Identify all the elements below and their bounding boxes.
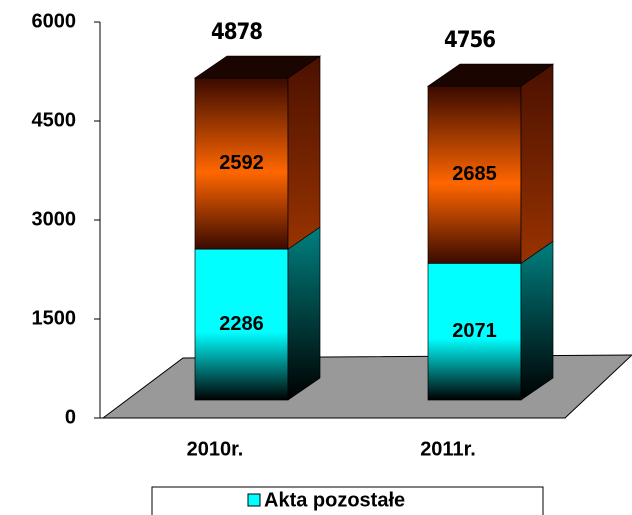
x-tick-label: 2010r. <box>187 438 244 460</box>
y-tick-label: 6000 <box>32 10 77 32</box>
legend-label: Akta pozostałe <box>264 489 405 511</box>
bar-front <box>194 248 289 401</box>
bar-top <box>426 63 555 87</box>
total-label: 4878 <box>211 20 262 45</box>
data-label: 2592 <box>219 152 264 174</box>
y-tick-label: 0 <box>65 406 76 428</box>
bar-top <box>193 55 322 79</box>
data-label: 2286 <box>219 313 264 335</box>
bar-front <box>427 262 522 401</box>
legend-swatch <box>247 493 261 507</box>
y-tick-label: 4500 <box>32 109 77 131</box>
bar-side <box>287 55 321 250</box>
legend <box>151 486 544 515</box>
bar-front <box>194 77 289 250</box>
bar-side <box>520 63 554 264</box>
total-label: 4756 <box>444 28 495 53</box>
bar-side <box>520 240 554 401</box>
y-tick-label: 3000 <box>32 208 77 230</box>
y-tick-label: 1500 <box>32 307 77 329</box>
bar-side <box>287 226 321 401</box>
data-label: 2685 <box>452 163 497 185</box>
x-tick-label: 2011r. <box>420 438 476 460</box>
data-label: 2071 <box>452 320 497 342</box>
bar-front <box>427 85 522 264</box>
